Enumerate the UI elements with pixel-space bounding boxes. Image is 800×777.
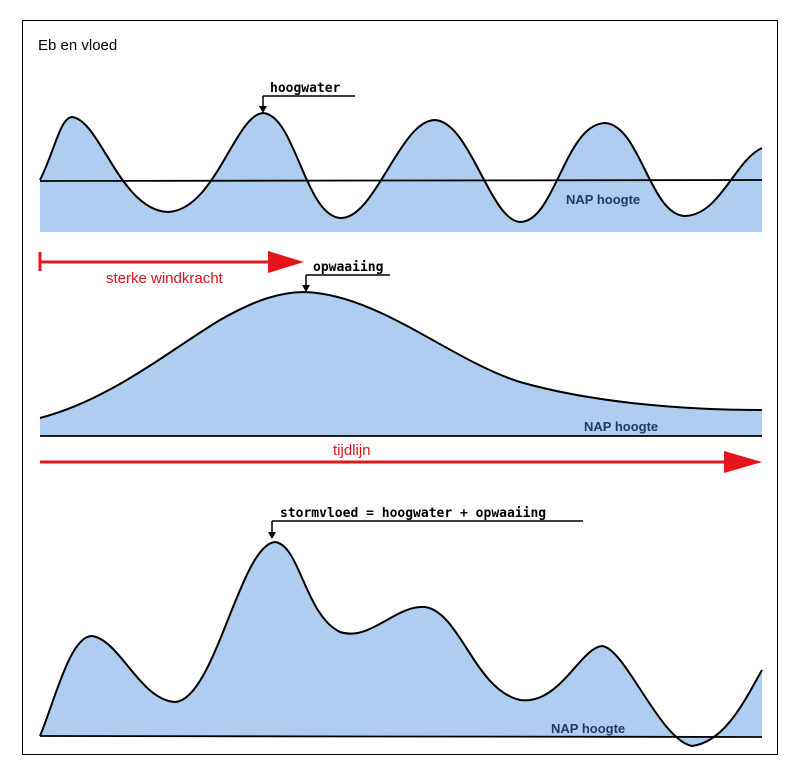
nap-label-top: NAP hoogte	[566, 192, 640, 207]
tide-curve	[39, 111, 763, 224]
timeline-label: tijdlijn	[333, 442, 371, 459]
panel-opwaaiing: opwaaiing NAP hoogte	[39, 260, 763, 437]
diagram-frame	[22, 20, 778, 755]
nap-reference-line-bottom	[39, 735, 763, 738]
opwaaiing-curve	[39, 290, 763, 419]
diagram-title: Eb en vloed	[38, 37, 117, 54]
stormvloed-curve	[39, 540, 763, 748]
opwaaiing-pointer-head	[302, 285, 310, 292]
panel-tides: hoogwater NAP hoogte	[39, 81, 763, 232]
timeline-arrow-head	[724, 451, 762, 473]
nap-label-middle: NAP hoogte	[584, 419, 658, 434]
hoogwater-callout: hoogwater	[270, 81, 341, 96]
wind-label: sterke windkracht	[106, 270, 224, 287]
nap-label-bottom: NAP hoogte	[551, 721, 625, 736]
opwaaiing-water-area	[40, 292, 762, 436]
stormvloed-water-area	[40, 542, 762, 746]
opwaaiing-callout: opwaaiing	[313, 260, 383, 275]
stormvloed-pointer-head	[268, 532, 276, 539]
nap-reference-line-top	[39, 179, 763, 182]
hoogwater-pointer-head	[259, 106, 267, 113]
tide-water-area	[40, 113, 762, 232]
wind-arrow-head	[268, 251, 304, 273]
panel-stormvloed: stormvloed = hoogwater + opwaaiing NAP h…	[39, 506, 763, 748]
timeline-arrow	[40, 451, 762, 473]
stormvloed-callout: stormvloed = hoogwater + opwaaiing	[280, 506, 546, 521]
wind-arrow	[38, 251, 304, 273]
